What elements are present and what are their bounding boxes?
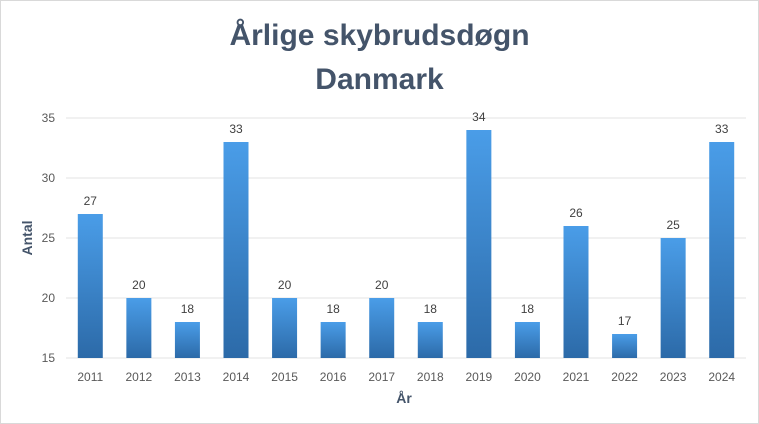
bar-2023 xyxy=(660,238,686,358)
data-label-2020: 18 xyxy=(521,302,535,316)
data-label-2016: 18 xyxy=(326,302,340,316)
data-labels: 27 20 18 33 20 18 20 18 34 18 26 17 25 33 xyxy=(84,110,729,328)
y-tick-label: 20 xyxy=(42,291,56,305)
bar-2013 xyxy=(174,322,200,358)
bar-2024 xyxy=(709,142,735,358)
y-tick-label: 30 xyxy=(42,171,56,185)
bar-2018 xyxy=(417,322,443,358)
x-tick-label-2023: 2023 xyxy=(660,370,687,384)
x-tick-label-2013: 2013 xyxy=(174,370,201,384)
x-tick-label-2022: 2022 xyxy=(611,370,638,384)
bar-2020 xyxy=(514,322,540,358)
x-tick-label-2016: 2016 xyxy=(320,370,347,384)
x-tick-label-2024: 2024 xyxy=(708,370,735,384)
x-tick-label-2011: 2011 xyxy=(77,370,103,384)
y-tick-labels: 15 20 25 30 35 xyxy=(42,111,56,365)
bar-2012 xyxy=(126,298,152,358)
data-label-2018: 18 xyxy=(424,302,438,316)
x-tick-labels: 2011 2012 2013 2014 2015 2016 2017 2018 2019 2020… xyxy=(77,370,735,384)
x-tick-label-2018: 2018 xyxy=(417,370,444,384)
chart-title-line1: Årlige skybrudsdøgn xyxy=(229,19,530,52)
bar-2022 xyxy=(612,334,638,358)
bars xyxy=(77,130,735,358)
x-tick-label-2012: 2012 xyxy=(126,370,153,384)
bar-2017 xyxy=(369,298,395,358)
gridlines xyxy=(66,117,746,359)
x-tick-label-2019: 2019 xyxy=(466,370,493,384)
bar-2021 xyxy=(563,226,589,358)
data-label-2012: 20 xyxy=(132,278,146,292)
data-label-2013: 18 xyxy=(181,302,195,316)
data-label-2023: 25 xyxy=(666,218,680,232)
x-tick-label-2015: 2015 xyxy=(271,370,298,384)
data-label-2015: 20 xyxy=(278,278,292,292)
bar-2015 xyxy=(272,298,298,358)
bar-2014 xyxy=(223,142,249,358)
y-axis-label: Antal xyxy=(19,221,35,256)
x-tick-label-2021: 2021 xyxy=(563,370,590,384)
data-label-2014: 33 xyxy=(229,122,243,136)
chart-title-line2: Danmark xyxy=(315,63,444,96)
y-tick-label: 35 xyxy=(42,111,56,125)
y-tick-label: 15 xyxy=(42,351,56,365)
data-label-2011: 27 xyxy=(84,194,98,208)
x-tick-label-2020: 2020 xyxy=(514,370,541,384)
x-axis-label: År xyxy=(396,390,412,406)
data-label-2022: 17 xyxy=(618,314,632,328)
bar-2011 xyxy=(77,214,103,358)
data-label-2024: 33 xyxy=(715,122,729,136)
x-tick-label-2017: 2017 xyxy=(368,370,395,384)
x-tick-label-2014: 2014 xyxy=(223,370,250,384)
bar-2019 xyxy=(466,130,492,358)
data-label-2019: 34 xyxy=(472,110,486,124)
data-label-2021: 26 xyxy=(569,206,583,220)
data-label-2017: 20 xyxy=(375,278,389,292)
bar-2016 xyxy=(320,322,346,358)
y-tick-label: 25 xyxy=(42,231,56,245)
